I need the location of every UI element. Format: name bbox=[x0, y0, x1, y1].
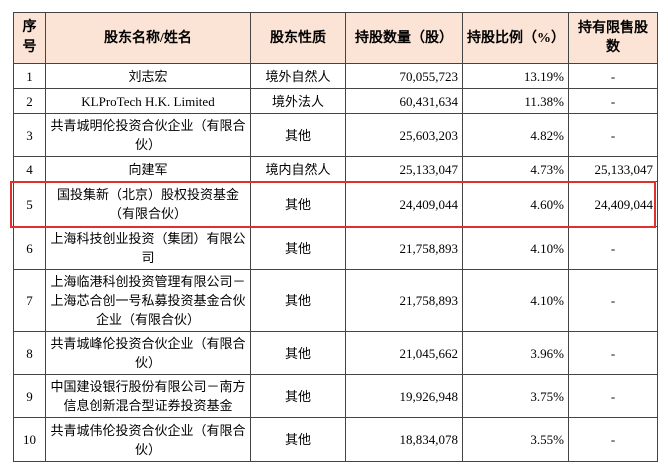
table-cell: 3.75% bbox=[462, 374, 569, 418]
table-cell: 5 bbox=[13, 181, 46, 227]
table-cell: 19,926,948 bbox=[345, 374, 463, 418]
table-cell: 2 bbox=[13, 88, 46, 114]
table-cell: 中国建设银行股份有限公司－南方信息创新混合型证券投资基金 bbox=[45, 374, 251, 418]
table-cell: 60,431,634 bbox=[345, 88, 463, 114]
table-cell: 4.10% bbox=[462, 269, 569, 332]
table-cell: 25,133,047 bbox=[568, 156, 658, 182]
table-row: 10 共青城伟伦投资合伙企业（有限合伙） 其他 18,834,078 3.55% - bbox=[13, 417, 658, 462]
table-cell: 共青城峰伦投资合伙企业（有限合伙） bbox=[45, 331, 251, 375]
table-row: 8 共青城峰伦投资合伙企业（有限合伙） 其他 21,045,662 3.96% - bbox=[13, 331, 658, 375]
table-cell: 国投集新（北京）股权投资基金（有限合伙） bbox=[45, 181, 251, 227]
table-row: 9 中国建设银行股份有限公司－南方信息创新混合型证券投资基金 其他 19,926,94… bbox=[13, 374, 658, 418]
table-body: 1 刘志宏 境外自然人 70,055,723 13.19% -2 KLProTech H.K… bbox=[13, 63, 658, 462]
header-cell: 股东性质 bbox=[250, 12, 346, 64]
table-cell: 其他 bbox=[250, 331, 346, 375]
table-cell: 7 bbox=[13, 269, 46, 332]
table-cell: - bbox=[568, 417, 658, 462]
table-cell: 1 bbox=[13, 63, 46, 89]
header-cell: 持股数量（股） bbox=[345, 12, 463, 64]
table-cell: 共青城伟伦投资合伙企业（有限合伙） bbox=[45, 417, 251, 462]
table-row: 3 共青城明伦投资合伙企业（有限合伙） 其他 25,603,203 4.82% - bbox=[13, 113, 658, 157]
table-cell: 21,758,893 bbox=[345, 226, 463, 270]
table-cell: 24,409,044 bbox=[568, 181, 658, 227]
table-row: 4 向建军 境内自然人 25,133,047 4.73% 25,133,047 bbox=[13, 156, 658, 182]
table-cell: 3 bbox=[13, 113, 46, 157]
table-cell: 4.73% bbox=[462, 156, 569, 182]
table-cell: 11.38% bbox=[462, 88, 569, 114]
table-cell: 9 bbox=[13, 374, 46, 418]
table-cell: 刘志宏 bbox=[45, 63, 251, 89]
table-cell: 境内自然人 bbox=[250, 156, 346, 182]
table-cell: 其他 bbox=[250, 226, 346, 270]
table-cell: 21,758,893 bbox=[345, 269, 463, 332]
table-cell: 4.82% bbox=[462, 113, 569, 157]
table-cell: KLProTech H.K. Limited bbox=[45, 88, 251, 114]
table-cell: 10 bbox=[13, 417, 46, 462]
table-row: 1 刘志宏 境外自然人 70,055,723 13.19% - bbox=[13, 63, 658, 89]
table-cell: 18,834,078 bbox=[345, 417, 463, 462]
table-cell: - bbox=[568, 88, 658, 114]
table-cell: 其他 bbox=[250, 374, 346, 418]
table-cell: 25,603,203 bbox=[345, 113, 463, 157]
table-cell: 6 bbox=[13, 226, 46, 270]
header-cell: 股东名称/姓名 bbox=[45, 12, 251, 64]
table-cell: 8 bbox=[13, 331, 46, 375]
table-row: 5 国投集新（北京）股权投资基金（有限合伙） 其他 24,409,044 4.60% 24… bbox=[13, 181, 658, 227]
table-cell: 4.10% bbox=[462, 226, 569, 270]
table-row: 2 KLProTech H.K. Limited 境外法人 60,431,634 11.… bbox=[13, 88, 658, 114]
header-cell: 序号 bbox=[13, 12, 46, 64]
table-row: 6 上海科技创业投资（集团）有限公司 其他 21,758,893 4.10% - bbox=[13, 226, 658, 270]
table-cell: 其他 bbox=[250, 181, 346, 227]
table-cell: 21,045,662 bbox=[345, 331, 463, 375]
table-cell: 上海临港科创投资管理有限公司－上海芯合创一号私募投资基金合伙企业（有限合伙） bbox=[45, 269, 251, 332]
table-cell: 13.19% bbox=[462, 63, 569, 89]
table-cell: 4 bbox=[13, 156, 46, 182]
table-cell: 共青城明伦投资合伙企业（有限合伙） bbox=[45, 113, 251, 157]
table-cell: 其他 bbox=[250, 417, 346, 462]
table-cell: 24,409,044 bbox=[345, 181, 463, 227]
table-cell: 3.55% bbox=[462, 417, 569, 462]
table-cell: - bbox=[568, 269, 658, 332]
table-cell: 3.96% bbox=[462, 331, 569, 375]
table-cell: 其他 bbox=[250, 113, 346, 157]
table-cell: - bbox=[568, 331, 658, 375]
table-cell: - bbox=[568, 113, 658, 157]
table-cell: 其他 bbox=[250, 269, 346, 332]
table-cell: 向建军 bbox=[45, 156, 251, 182]
table-cell: - bbox=[568, 63, 658, 89]
table-cell: 境外自然人 bbox=[250, 63, 346, 89]
header-text: 序号 bbox=[22, 20, 37, 55]
header-cell: 持有限售股数 bbox=[568, 12, 658, 64]
table-cell: - bbox=[568, 374, 658, 418]
table-cell: - bbox=[568, 226, 658, 270]
table-cell: 4.60% bbox=[462, 181, 569, 227]
table-cell: 25,133,047 bbox=[345, 156, 463, 182]
table-cell: 境外法人 bbox=[250, 88, 346, 114]
shareholder-table: 序号 股东名称/姓名 股东性质 持股数量（股） 持股比例（%） 持有限售股数 1… bbox=[13, 12, 658, 462]
header-cell: 持股比例（%） bbox=[462, 12, 569, 64]
header-row: 序号 股东名称/姓名 股东性质 持股数量（股） 持股比例（%） 持有限售股数 bbox=[13, 12, 658, 64]
table-cell: 70,055,723 bbox=[345, 63, 463, 89]
table-cell: 上海科技创业投资（集团）有限公司 bbox=[45, 226, 251, 270]
table-row: 7 上海临港科创投资管理有限公司－上海芯合创一号私募投资基金合伙企业（有限合伙）其… bbox=[13, 269, 658, 332]
